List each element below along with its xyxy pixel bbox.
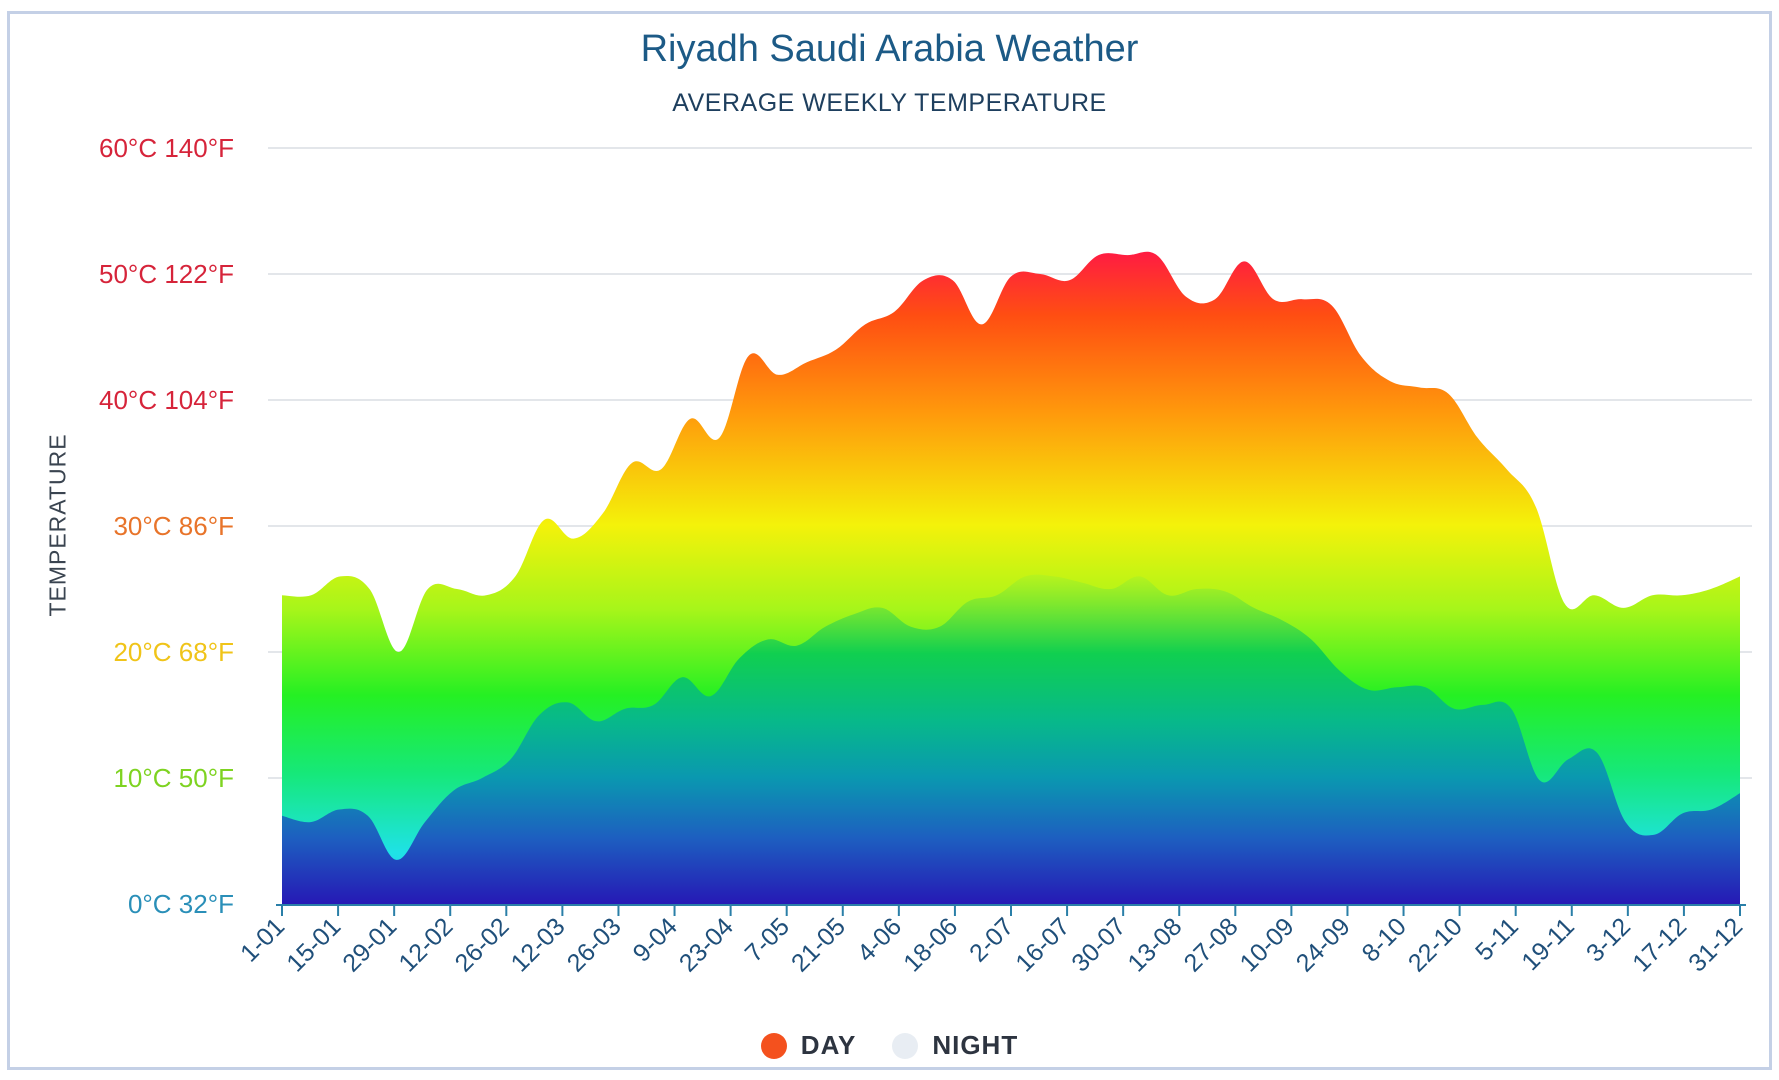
- legend: DAY NIGHT: [0, 1030, 1779, 1061]
- x-tick-label: 31-12: [1683, 912, 1748, 977]
- x-tick-label: 23-04: [674, 912, 739, 977]
- x-tick-label: 15-01: [281, 912, 346, 977]
- legend-marker-night: [892, 1032, 919, 1059]
- legend-item-night[interactable]: NIGHT: [892, 1030, 1018, 1061]
- x-tick-label: 26-02: [450, 912, 515, 977]
- y-tick-label: 30°C 86°F: [113, 511, 234, 541]
- x-tick-label: 5-11: [1470, 912, 1524, 966]
- x-tick-label: 26-03: [562, 912, 627, 977]
- legend-marker-day: [760, 1032, 787, 1059]
- legend-label: NIGHT: [932, 1030, 1019, 1060]
- x-tick-label: 24-09: [1291, 912, 1356, 977]
- x-tick-label: 16-07: [1010, 912, 1075, 977]
- x-tick-label: 13-08: [1122, 912, 1187, 977]
- y-tick-label: 20°C 68°F: [113, 637, 234, 667]
- chart-title: Riyadh Saudi Arabia Weather: [640, 28, 1139, 70]
- x-tick-label: 12-03: [506, 912, 571, 977]
- x-tick-label: 27-08: [1179, 912, 1244, 977]
- x-tick-label: 17-12: [1627, 912, 1692, 977]
- night-area: [282, 574, 1740, 904]
- y-tick-label: 10°C 50°F: [113, 763, 234, 793]
- x-tick-label: 29-01: [337, 912, 402, 977]
- x-tick-label: 18-06: [898, 912, 963, 977]
- x-tick-label: 30-07: [1066, 912, 1131, 977]
- x-tick-label: 22-10: [1403, 912, 1468, 977]
- x-tick-label: 10-09: [1235, 912, 1300, 977]
- y-tick-label: 60°C 140°F: [99, 133, 234, 163]
- y-tick-label: 50°C 122°F: [99, 259, 234, 289]
- chart-subtitle: AVERAGE WEEKLY TEMPERATURE: [672, 89, 1107, 117]
- y-tick-label: 40°C 104°F: [99, 385, 234, 415]
- legend-label: DAY: [800, 1030, 857, 1060]
- y-tick-labels: 0°C 32°F 10°C 50°F 20°C 68°F 30°C 86°F 40°C …: [99, 133, 234, 919]
- x-tick-label: 12-02: [393, 912, 458, 977]
- legend-item-day[interactable]: DAY: [760, 1030, 857, 1061]
- y-tick-label: 0°C 32°F: [128, 889, 234, 919]
- x-tick-label: 21-05: [786, 912, 851, 977]
- x-tick-label: 19-11: [1516, 912, 1580, 976]
